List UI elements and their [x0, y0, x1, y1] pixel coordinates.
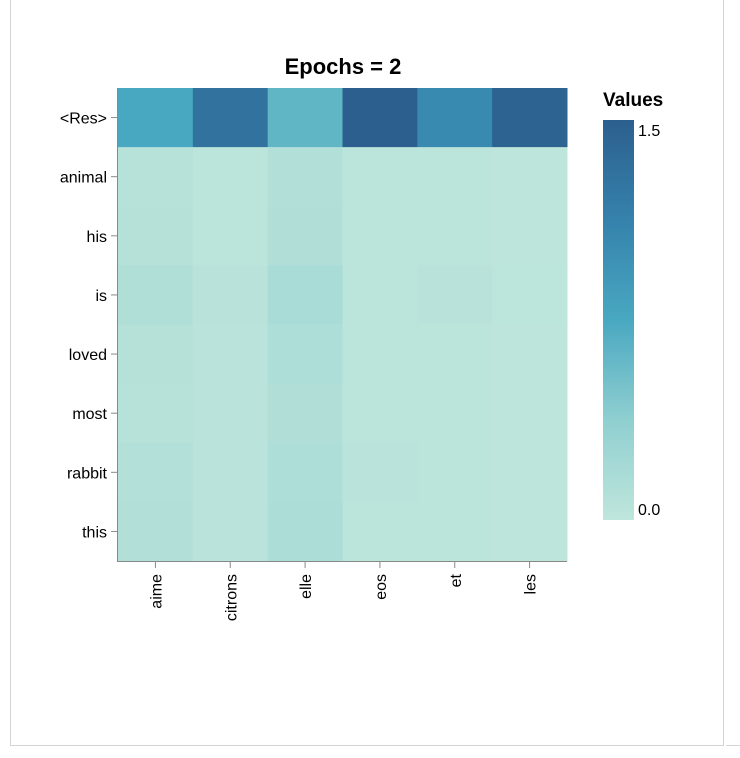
heatmap-cell: [267, 383, 343, 444]
heatmap-cell: [118, 442, 194, 503]
heatmap-cell: [118, 501, 194, 562]
y-tick-label: loved: [69, 347, 107, 364]
heatmap-cell: [267, 206, 343, 266]
heatmap-cell: [118, 383, 194, 444]
heatmap-cell: [417, 383, 493, 444]
heatmap-cell: [192, 88, 269, 148]
heatmap-cell: [417, 147, 493, 207]
y-tick-label: rabbit: [67, 465, 108, 482]
heatmap-cell: [417, 206, 493, 266]
scroll-gutter: [726, 0, 740, 746]
heatmap-cell: [417, 88, 493, 148]
heatmap-cell: [417, 442, 493, 503]
heatmap-cell: [192, 383, 269, 444]
heatmap-cell: [267, 265, 343, 325]
heatmap-cell: [342, 265, 418, 325]
legend-min-label: 0.0: [638, 502, 660, 519]
y-tick-label: is: [95, 288, 107, 305]
heatmap-cell: [192, 147, 269, 207]
y-tick-label: this: [82, 524, 107, 541]
heatmap-cell: [492, 147, 568, 207]
heatmap-cell: [492, 265, 568, 325]
y-axis: <Res> animal his is loved most rabbit this: [60, 88, 118, 562]
heatmap-cell: [192, 206, 269, 266]
heatmap-cell: [342, 324, 418, 385]
heatmap-cell: [192, 501, 269, 562]
heatmap-cell: [118, 88, 194, 148]
heatmap-cell: [267, 442, 343, 503]
heatmap-cell: [118, 265, 194, 325]
y-tick-label: most: [72, 406, 107, 423]
x-tick-label: citrons: [223, 574, 240, 621]
heatmap-cell: [492, 383, 568, 444]
heatmap-cell: [342, 442, 418, 503]
heatmap-cell: [118, 206, 194, 266]
heatmap-cell: [417, 324, 493, 385]
heatmap-cell: [267, 147, 343, 207]
heatmap-cell: [192, 442, 269, 503]
heatmap-cell: [417, 501, 493, 562]
heatmap-cell: [492, 501, 568, 562]
chart-frame: [10, 0, 724, 746]
y-tick-label: <Res>: [60, 111, 107, 128]
legend-gradient-bar: [603, 120, 634, 520]
color-legend: Values 1.5 0.0: [603, 90, 663, 520]
heatmap-cell: [267, 501, 343, 562]
y-tick-label: his: [87, 229, 107, 246]
heatmap-cell: [342, 501, 418, 562]
heatmap-cells: [118, 88, 568, 562]
x-tick-label: et: [448, 573, 465, 587]
x-tick-label: elle: [298, 574, 315, 599]
heatmap-cell: [192, 265, 269, 325]
heatmap-cell: [492, 442, 568, 503]
heatmap-cell: [342, 88, 418, 148]
legend-title: Values: [603, 90, 663, 111]
heatmap-cell: [342, 206, 418, 266]
heatmap-cell: [492, 324, 568, 385]
legend-max-label: 1.5: [638, 123, 660, 140]
x-tick-label: eos: [373, 574, 390, 600]
heatmap-cell: [267, 88, 343, 148]
heatmap-cell: [492, 88, 568, 148]
heatmap-cell: [192, 324, 269, 385]
heatmap-cell: [118, 147, 194, 207]
y-tick-label: animal: [60, 170, 107, 187]
heatmap-cell: [267, 324, 343, 385]
heatmap-cell: [417, 265, 493, 325]
x-tick-label: les: [523, 574, 540, 594]
heatmap-cell: [342, 383, 418, 444]
chart-title: Epochs = 2: [285, 54, 402, 79]
heatmap-cell: [342, 147, 418, 207]
x-tick-label: aime: [148, 574, 165, 609]
heatmap-cell: [492, 206, 568, 266]
x-axis: aime citrons elle eos et les: [117, 561, 567, 621]
heatmap-cell: [118, 324, 194, 385]
